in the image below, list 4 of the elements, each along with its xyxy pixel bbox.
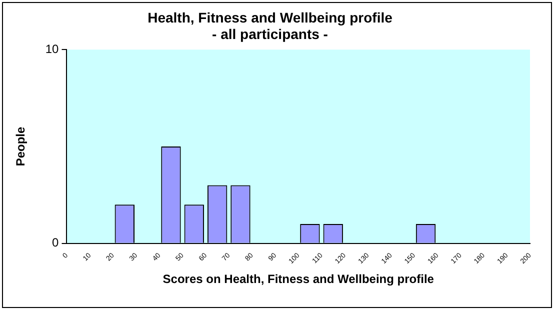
y-axis-title: People bbox=[14, 126, 28, 166]
chart-title: Health, Fitness and Wellbeing profile bbox=[148, 9, 393, 26]
x-axis-title: Scores on Health, Fitness and Wellbeing profile bbox=[162, 272, 434, 286]
chart-subtitle: - all participants - bbox=[212, 26, 328, 42]
